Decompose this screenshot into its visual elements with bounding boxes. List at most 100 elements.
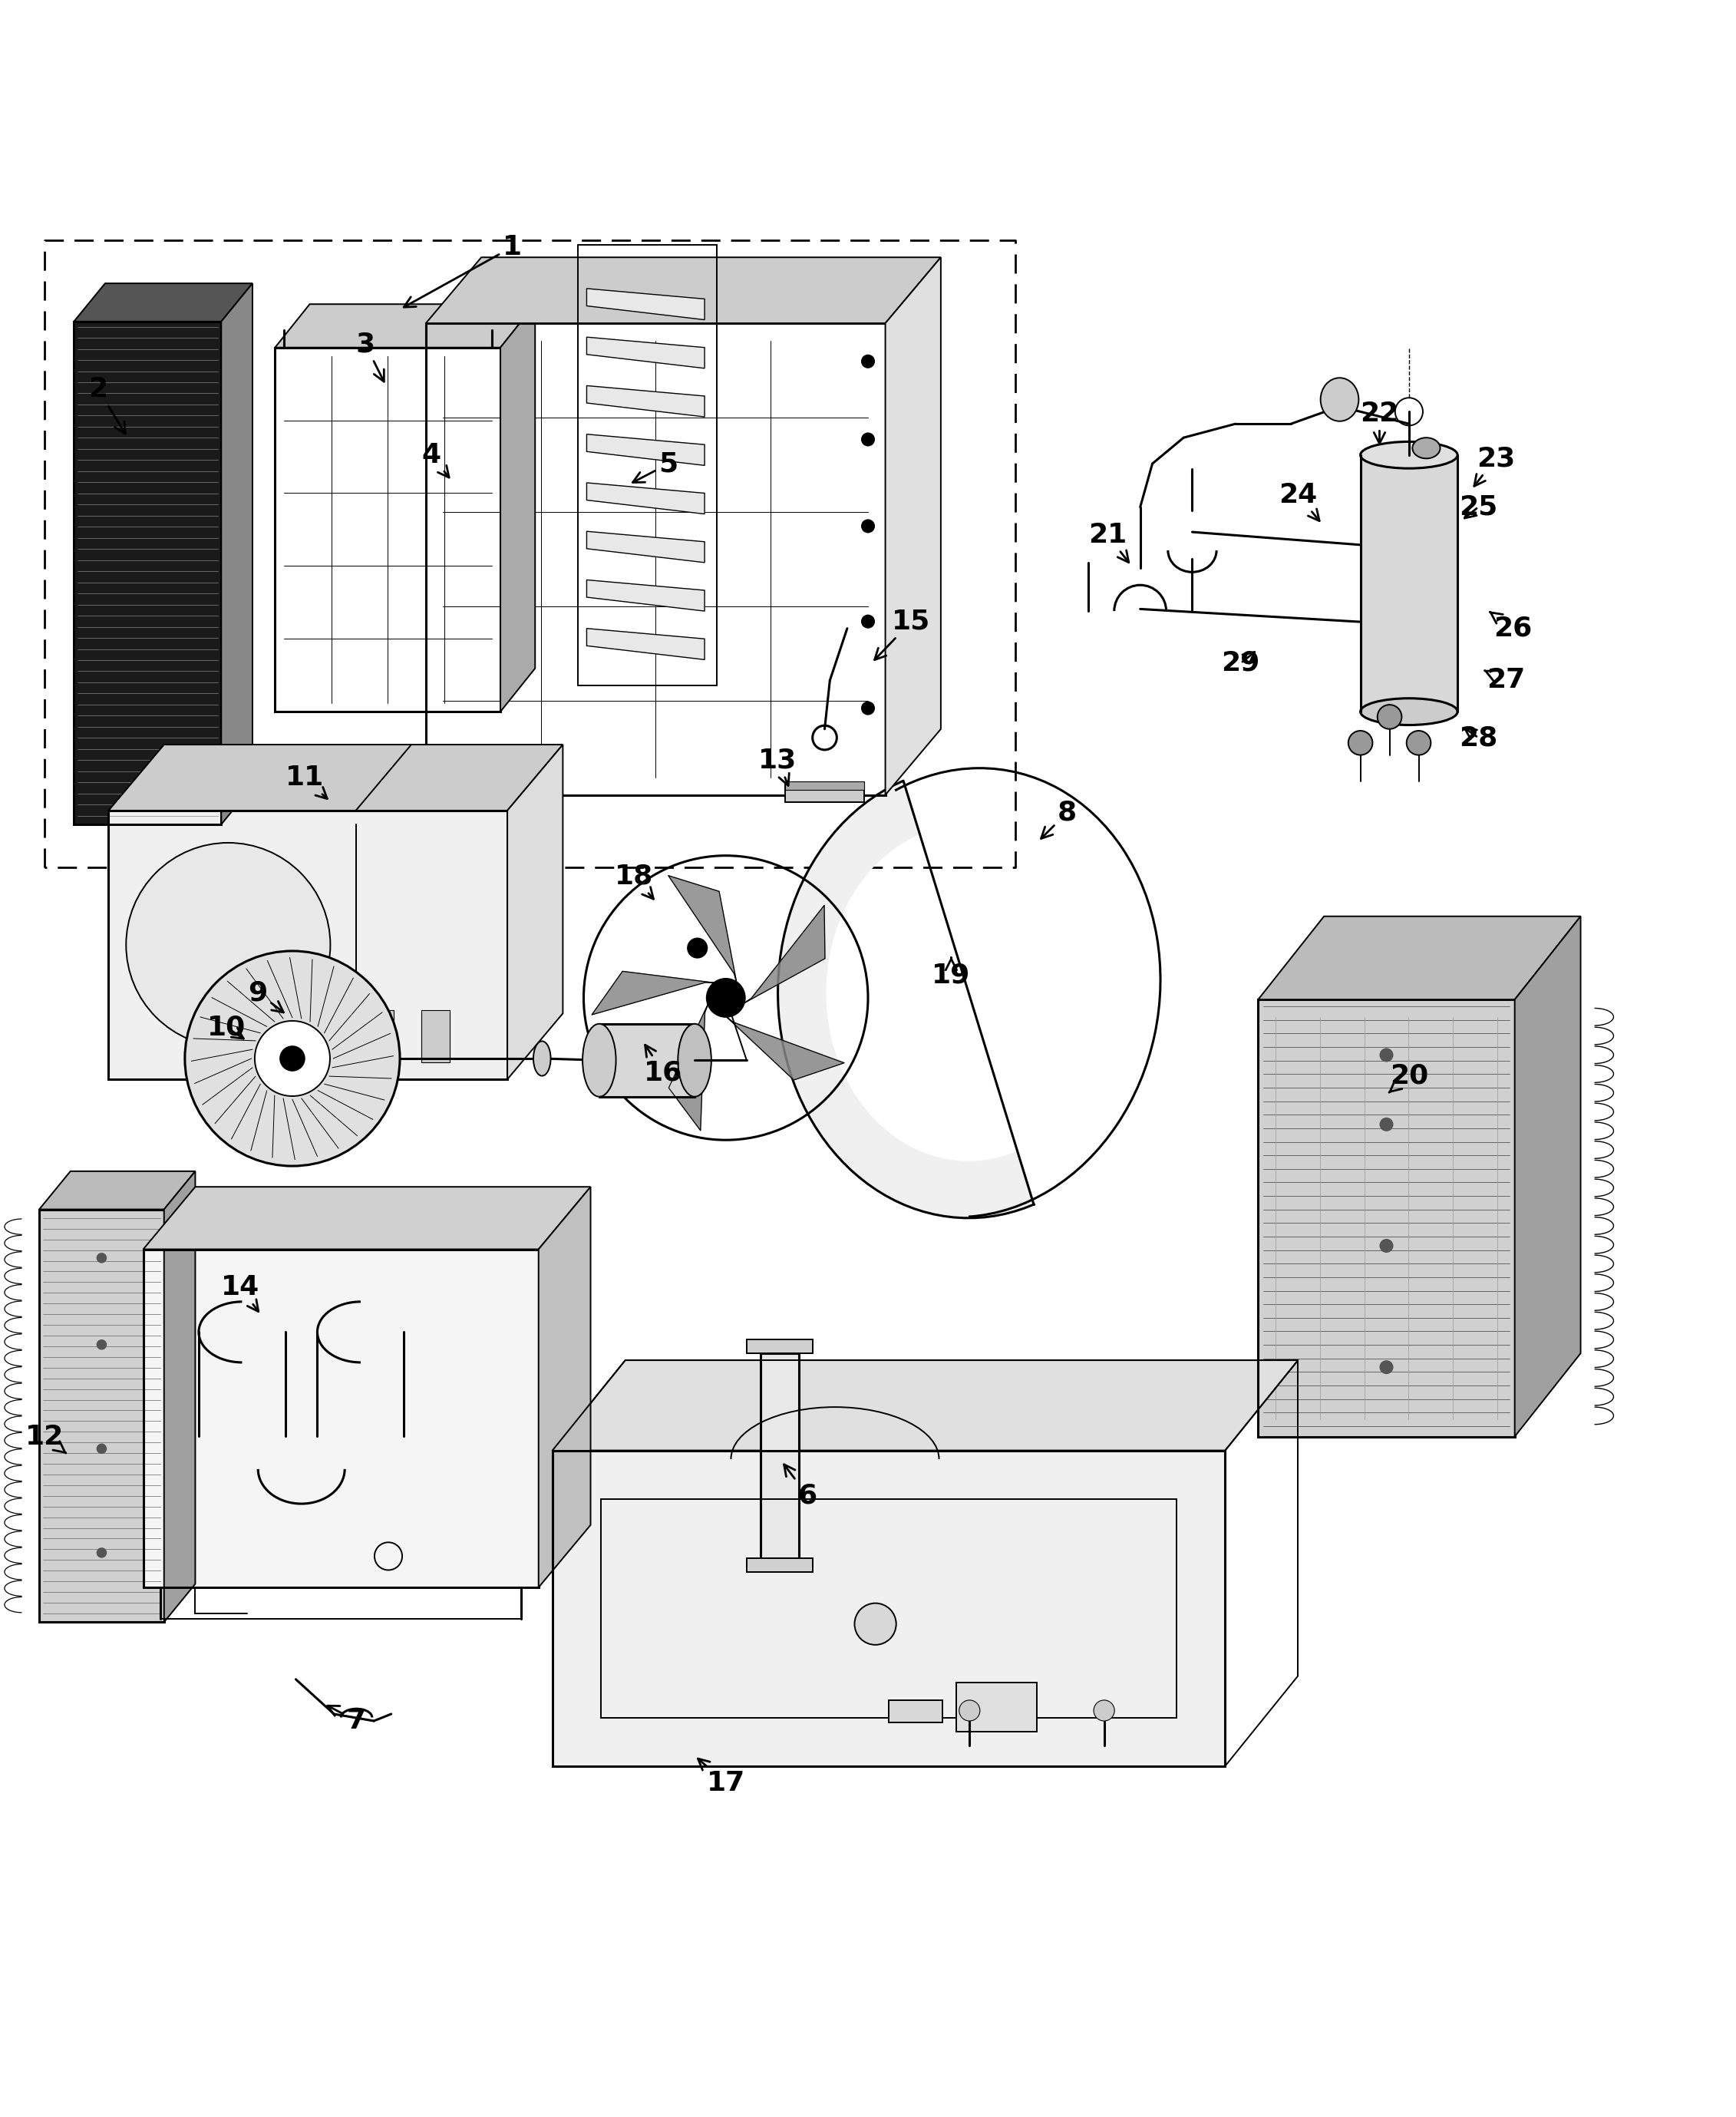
Text: 20: 20 [1389, 1063, 1429, 1092]
Polygon shape [425, 324, 885, 794]
Polygon shape [507, 745, 562, 1080]
Polygon shape [746, 1558, 812, 1571]
Polygon shape [538, 1188, 590, 1588]
Polygon shape [760, 1353, 799, 1558]
Circle shape [1380, 1048, 1394, 1063]
Text: 18: 18 [615, 864, 653, 900]
Text: 15: 15 [875, 608, 930, 661]
Text: 19: 19 [932, 957, 970, 989]
Polygon shape [785, 781, 865, 790]
Polygon shape [587, 288, 705, 320]
Polygon shape [885, 258, 941, 794]
Polygon shape [163, 1171, 194, 1622]
Text: 6: 6 [785, 1465, 818, 1509]
Circle shape [255, 1020, 330, 1097]
Polygon shape [957, 1683, 1036, 1732]
Ellipse shape [1361, 442, 1458, 468]
Circle shape [1377, 705, 1401, 728]
Polygon shape [1259, 917, 1580, 999]
Text: 25: 25 [1458, 493, 1498, 521]
Polygon shape [422, 1010, 450, 1063]
Polygon shape [144, 1188, 590, 1249]
Text: 8: 8 [1042, 800, 1076, 838]
Polygon shape [778, 781, 1035, 1217]
Circle shape [97, 1548, 108, 1558]
Circle shape [861, 432, 875, 447]
Circle shape [279, 1046, 306, 1071]
Circle shape [861, 519, 875, 533]
Circle shape [1380, 1118, 1394, 1130]
Ellipse shape [679, 1025, 712, 1097]
Bar [599, 1025, 694, 1097]
Circle shape [127, 843, 330, 1048]
Polygon shape [220, 284, 252, 824]
Text: 29: 29 [1222, 650, 1260, 675]
Polygon shape [40, 1171, 194, 1209]
Text: 7: 7 [328, 1706, 366, 1734]
Text: 10: 10 [207, 1014, 247, 1039]
Polygon shape [366, 1010, 394, 1063]
Polygon shape [500, 305, 535, 711]
Text: 12: 12 [24, 1423, 66, 1452]
Text: 1: 1 [404, 233, 523, 307]
Circle shape [97, 1253, 108, 1264]
Text: 5: 5 [632, 451, 679, 483]
Polygon shape [1516, 917, 1580, 1437]
Text: 17: 17 [698, 1759, 745, 1797]
Circle shape [97, 1444, 108, 1454]
Circle shape [958, 1700, 979, 1721]
Text: 4: 4 [422, 442, 450, 478]
Polygon shape [75, 322, 220, 824]
Circle shape [854, 1603, 896, 1645]
Polygon shape [668, 1003, 708, 1130]
Text: 28: 28 [1458, 724, 1498, 752]
Circle shape [861, 701, 875, 716]
Ellipse shape [583, 1025, 616, 1097]
Polygon shape [552, 1361, 1299, 1450]
Polygon shape [587, 337, 705, 368]
Circle shape [1406, 730, 1430, 756]
Polygon shape [144, 1249, 538, 1588]
Text: 16: 16 [644, 1046, 682, 1086]
Polygon shape [274, 305, 535, 347]
Polygon shape [75, 284, 252, 322]
Polygon shape [743, 906, 825, 1003]
Polygon shape [552, 1361, 1299, 1450]
Polygon shape [587, 434, 705, 466]
Text: 9: 9 [248, 980, 283, 1012]
Polygon shape [109, 745, 562, 811]
Text: 26: 26 [1489, 612, 1533, 641]
Text: 11: 11 [285, 764, 326, 798]
Polygon shape [109, 811, 507, 1080]
Text: 2: 2 [89, 377, 125, 434]
Circle shape [1380, 1361, 1394, 1374]
Polygon shape [889, 1700, 943, 1723]
Polygon shape [40, 1209, 163, 1622]
Circle shape [707, 978, 746, 1018]
Ellipse shape [1321, 377, 1359, 421]
Circle shape [97, 1340, 108, 1351]
Text: 24: 24 [1279, 483, 1319, 521]
Polygon shape [668, 876, 736, 982]
Circle shape [184, 951, 399, 1166]
Circle shape [1094, 1700, 1115, 1721]
Polygon shape [587, 629, 705, 661]
Circle shape [1349, 730, 1373, 756]
Polygon shape [587, 580, 705, 612]
Polygon shape [726, 1016, 844, 1080]
Polygon shape [587, 483, 705, 514]
Text: 23: 23 [1474, 445, 1516, 487]
Polygon shape [746, 1340, 812, 1353]
Polygon shape [592, 972, 715, 1014]
Ellipse shape [1361, 699, 1458, 724]
Circle shape [861, 614, 875, 629]
Text: 22: 22 [1361, 400, 1399, 445]
Text: 14: 14 [220, 1274, 260, 1313]
Polygon shape [1361, 455, 1458, 711]
Polygon shape [587, 531, 705, 563]
Polygon shape [1259, 999, 1516, 1437]
Text: 3: 3 [356, 330, 384, 381]
Ellipse shape [1413, 438, 1441, 459]
Polygon shape [552, 1450, 1226, 1766]
Ellipse shape [533, 1042, 550, 1075]
